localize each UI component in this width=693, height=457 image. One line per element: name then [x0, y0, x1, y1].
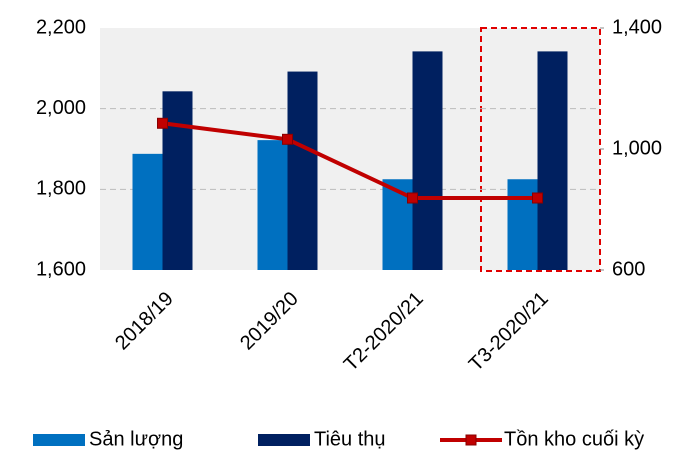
x-tick-label: T3-2020/21	[465, 288, 553, 376]
legend-label: Tồn kho cuối kỳ	[504, 428, 644, 450]
y-tick-label: 2,000	[36, 97, 86, 119]
line	[162, 121, 538, 201]
legend-swatch	[33, 434, 85, 446]
bar	[412, 51, 443, 270]
y-tick-label: 1,600	[36, 258, 86, 280]
x-tick-label: 2019/20	[236, 288, 303, 355]
legend-label: Tiêu thụ	[314, 428, 386, 450]
y-tick-label: 2,200	[36, 16, 86, 38]
line-marker	[157, 117, 168, 129]
legend-swatch-marker	[465, 434, 477, 446]
y2-tick-label: 1,400	[612, 16, 662, 38]
x-tick-label: T2-2020/21	[340, 288, 428, 376]
y2-tick-label: 600	[612, 258, 645, 280]
y2-tick-label: 1,000	[612, 137, 662, 159]
line-marker	[282, 133, 293, 145]
bar	[257, 140, 288, 270]
line-marker	[407, 192, 418, 204]
legend-label: Sản lượng	[89, 428, 183, 450]
bar	[537, 51, 568, 270]
bar	[132, 153, 163, 270]
legend-swatch	[258, 434, 310, 446]
y-tick-label: 1,800	[36, 178, 86, 200]
bar	[287, 71, 318, 270]
line-marker	[532, 192, 543, 204]
x-tick-label: 2018/19	[111, 288, 178, 355]
